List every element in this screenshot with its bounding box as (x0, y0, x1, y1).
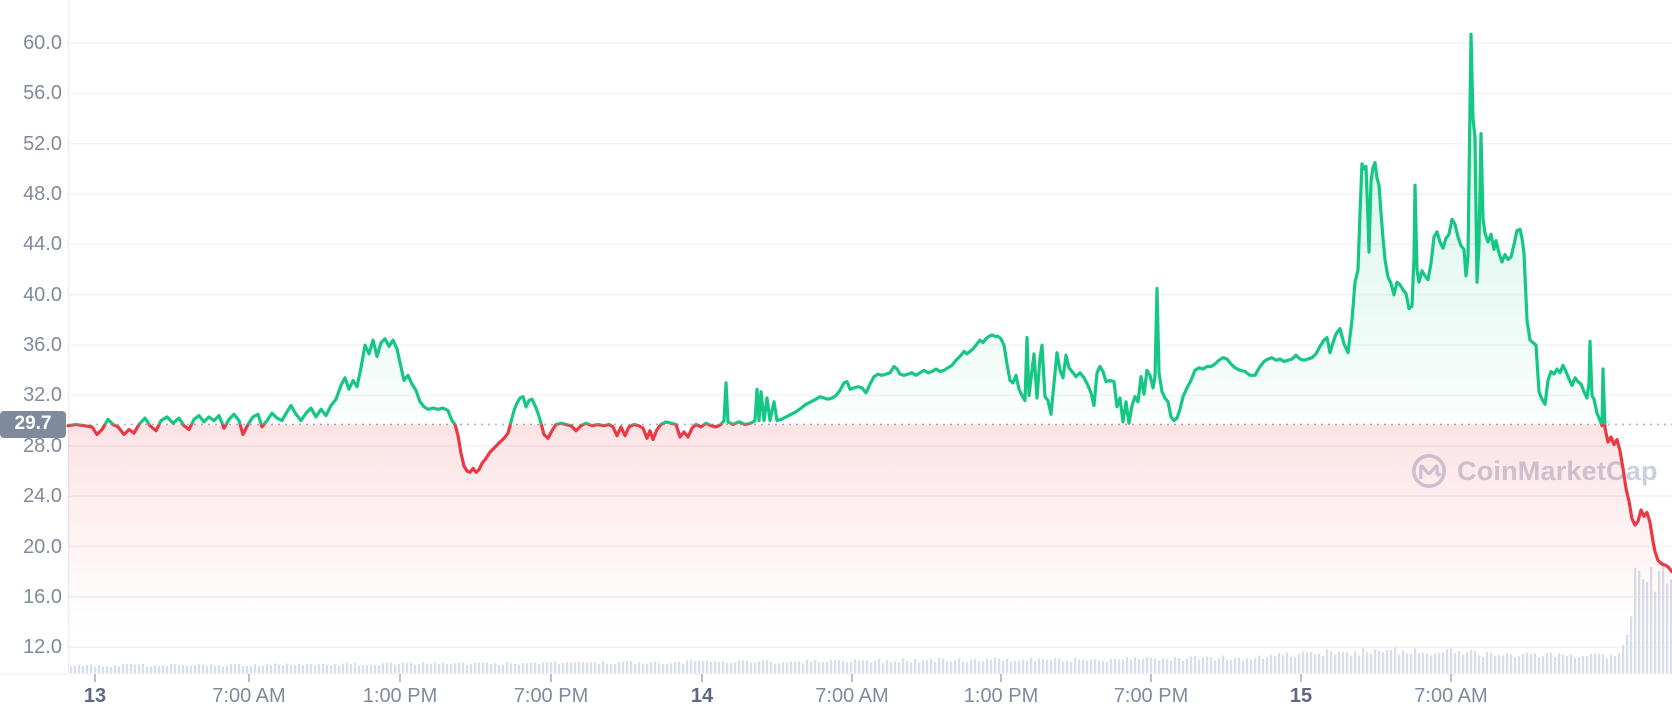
y-axis-label: 16.0 (23, 585, 62, 608)
x-axis-label: 7:00 AM (212, 685, 286, 707)
y-axis-label: 36.0 (23, 334, 62, 357)
y-axis-label: 28.0 (23, 434, 62, 457)
y-axis-label: 44.0 (23, 233, 62, 256)
y-axis-label: 24.0 (23, 485, 62, 508)
current-price-badge: 29.7 (0, 410, 66, 438)
x-axis-label: 1:00 PM (362, 685, 438, 707)
area-fill-up (68, 34, 1672, 425)
x-axis-label-day: 15 (1289, 685, 1313, 707)
x-axis-label: 7:00 AM (1414, 685, 1488, 707)
x-tick-marks (94, 674, 1452, 682)
x-axis-label: 1:00 PM (963, 685, 1039, 707)
y-axis-label: 48.0 (23, 183, 62, 206)
y-axis-label: 60.0 (23, 32, 62, 54)
y-axis-label: 32.0 (23, 384, 62, 407)
y-axis-label: 56.0 (23, 82, 62, 105)
x-axis-label-day: 14 (690, 685, 714, 707)
x-axis-label: 7:00 PM (1113, 685, 1189, 707)
y-axis-label: 12.0 (23, 636, 62, 659)
area-fill-down (68, 424, 1672, 674)
x-axis-label: 7:00 PM (513, 685, 589, 707)
x-axis-label-day: 13 (83, 685, 107, 707)
price-line-up (67, 32, 1607, 425)
y-axis-label: 52.0 (23, 132, 62, 155)
y-axis-label: 20.0 (23, 535, 62, 558)
y-axis-label: 40.0 (23, 283, 62, 306)
x-axis-label: 7:00 AM (815, 685, 889, 707)
